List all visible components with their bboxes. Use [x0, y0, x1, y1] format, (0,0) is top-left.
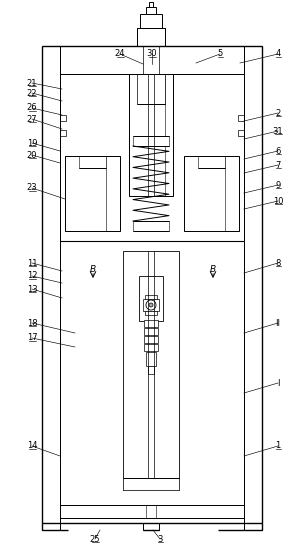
Bar [225, 156, 239, 231]
Text: 4: 4 [275, 50, 281, 58]
Bar [238, 130, 244, 136]
Bar [60, 130, 66, 136]
Bar [144, 328, 158, 335]
Bar [123, 251, 179, 490]
Text: 1: 1 [275, 441, 281, 451]
Bar [60, 46, 244, 74]
Text: 9: 9 [275, 181, 281, 190]
Bar [146, 505, 156, 518]
Text: 31: 31 [273, 127, 283, 136]
Bar [42, 523, 60, 530]
Bar [198, 156, 225, 231]
Bar [140, 14, 162, 28]
Text: B: B [90, 264, 96, 273]
Text: 17: 17 [27, 333, 37, 343]
Text: 19: 19 [27, 138, 37, 148]
Text: 6: 6 [275, 147, 281, 155]
Text: 2: 2 [275, 109, 281, 117]
Bar [133, 221, 169, 231]
Text: 18: 18 [27, 318, 37, 327]
Bar [133, 136, 169, 146]
Text: I: I [277, 379, 279, 387]
Bar [123, 478, 179, 490]
Bar [106, 156, 120, 231]
Bar [244, 46, 262, 523]
Bar [145, 295, 157, 299]
Bar [143, 46, 159, 74]
Text: 8: 8 [275, 258, 281, 267]
Text: 7: 7 [275, 160, 281, 170]
Bar [42, 46, 60, 523]
Bar [65, 156, 79, 231]
Bar [79, 156, 106, 168]
Bar [60, 241, 244, 505]
Bar [137, 74, 165, 196]
Bar [144, 320, 158, 327]
Bar [149, 2, 153, 7]
Bar [143, 523, 159, 530]
Bar [60, 505, 244, 518]
Bar [148, 366, 154, 374]
Text: 21: 21 [27, 78, 37, 88]
Bar [145, 311, 157, 315]
Bar [184, 156, 198, 231]
Bar [198, 156, 225, 168]
Bar [129, 74, 137, 196]
Text: 10: 10 [273, 197, 283, 206]
Bar [79, 156, 106, 231]
Text: B: B [210, 264, 216, 273]
Bar [144, 336, 158, 343]
Bar [146, 7, 156, 14]
Text: 3: 3 [157, 534, 163, 543]
Text: 5: 5 [217, 50, 223, 58]
Bar [165, 74, 173, 196]
Text: 20: 20 [27, 150, 37, 159]
Text: 23: 23 [27, 183, 37, 192]
Text: 14: 14 [27, 441, 37, 451]
Bar [244, 523, 262, 530]
Bar [146, 352, 156, 366]
Bar [60, 115, 66, 121]
Text: 25: 25 [90, 534, 100, 543]
Bar [137, 28, 165, 46]
Text: II: II [275, 318, 281, 327]
Bar [238, 115, 244, 121]
Text: 27: 27 [27, 115, 37, 123]
Circle shape [146, 300, 156, 310]
Bar [137, 74, 165, 104]
Text: 13: 13 [27, 284, 37, 294]
Text: 30: 30 [147, 50, 157, 58]
Text: 22: 22 [27, 89, 37, 98]
Text: 11: 11 [27, 258, 37, 267]
Text: 26: 26 [27, 104, 37, 112]
Text: 24: 24 [115, 50, 125, 58]
Bar [143, 299, 159, 311]
Bar [144, 344, 158, 351]
Bar [139, 276, 163, 321]
Circle shape [149, 303, 153, 307]
Text: 12: 12 [27, 272, 37, 280]
